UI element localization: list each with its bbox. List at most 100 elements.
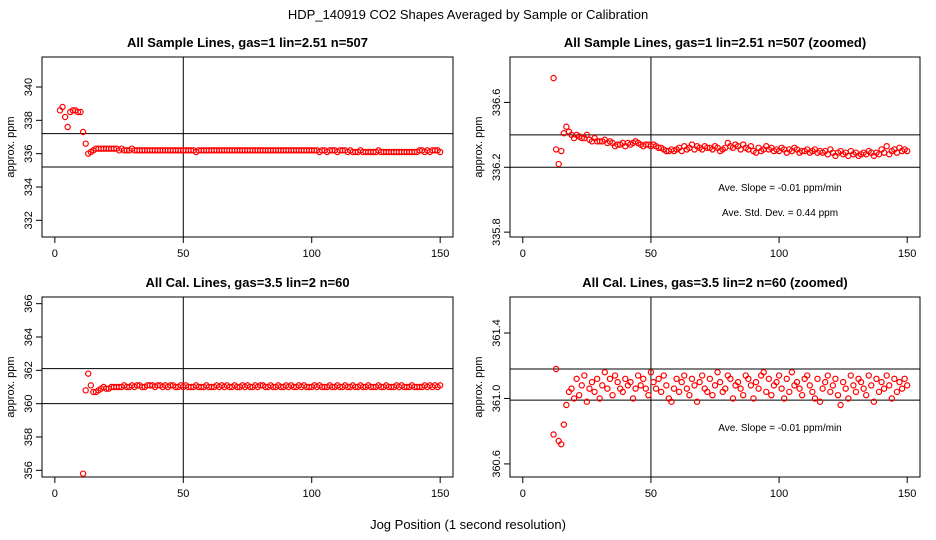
data-point	[591, 388, 598, 396]
data-point	[675, 388, 683, 396]
panel-4: All Cal. Lines, gas=3.5 lin=2 n=60 (zoom…	[473, 275, 921, 500]
data-point	[860, 385, 867, 392]
data-point	[862, 391, 870, 399]
y-tick-label: 361.4	[491, 319, 503, 347]
y-tick-label: 358	[23, 428, 35, 446]
data-point	[632, 385, 639, 392]
x-tick-label: 0	[52, 248, 58, 260]
x-tick-label: 50	[177, 248, 189, 260]
data-point	[619, 388, 626, 396]
data-point	[593, 375, 601, 383]
x-tick-label: 0	[52, 488, 58, 500]
data-point	[436, 382, 444, 389]
data-point	[798, 391, 806, 399]
data-point	[878, 378, 885, 386]
panel-title: All Sample Lines, gas=1 lin=2.51 n=507	[127, 35, 368, 50]
y-tick-label: 336.2	[491, 154, 503, 182]
data-point	[555, 160, 562, 168]
data-point	[611, 372, 619, 379]
data-point	[747, 382, 755, 389]
data-point	[634, 372, 642, 379]
data-point	[737, 385, 744, 392]
x-tick-label: 0	[520, 248, 526, 260]
data-point	[832, 375, 839, 383]
data-point	[668, 398, 675, 405]
data-point	[563, 401, 570, 409]
x-tick-label: 50	[645, 488, 657, 500]
x-tick-label: 50	[177, 488, 189, 500]
data-point	[552, 146, 560, 153]
data-point	[583, 131, 591, 139]
data-point	[663, 382, 670, 389]
x-tick-label: 100	[303, 488, 321, 500]
data-point	[714, 369, 721, 376]
data-point	[793, 378, 801, 386]
data-point	[698, 372, 706, 379]
data-point	[660, 372, 667, 379]
data-point	[79, 470, 87, 477]
y-tick-label: 364	[23, 328, 35, 346]
data-point	[552, 365, 560, 373]
y-tick-label: 340	[23, 78, 35, 96]
main-title: HDP_140919 CO2 Shapes Averaged by Sample…	[288, 7, 648, 22]
data-point	[688, 375, 696, 383]
data-point	[655, 375, 662, 383]
data-point	[573, 375, 580, 383]
data-point	[809, 388, 816, 396]
data-point	[891, 375, 898, 383]
data-point	[581, 372, 588, 379]
x-tick-label: 150	[431, 248, 449, 260]
y-tick-label: 356	[23, 461, 35, 479]
y-tick-label: 362	[23, 361, 35, 379]
x-tick-label: 150	[431, 488, 449, 500]
data-point	[773, 378, 780, 386]
data-point	[763, 388, 770, 396]
data-point	[716, 378, 724, 386]
data-point	[873, 375, 880, 383]
data-point	[683, 385, 691, 392]
data-point	[865, 372, 872, 379]
data-point	[627, 378, 634, 386]
data-point	[903, 382, 911, 389]
data-point	[637, 382, 644, 389]
x-tick-label: 100	[770, 488, 788, 500]
x-tick-label: 150	[898, 248, 916, 260]
data-point	[883, 142, 890, 150]
data-point	[570, 395, 578, 402]
y-tick-label: 361.0	[491, 385, 503, 413]
x-tick-label: 150	[898, 488, 916, 500]
data-point	[786, 388, 793, 396]
data-point	[755, 385, 762, 392]
data-point	[436, 148, 444, 156]
data-point	[601, 369, 609, 376]
data-point	[880, 385, 888, 392]
data-point	[647, 369, 655, 376]
data-point	[711, 382, 719, 389]
data-point	[550, 431, 557, 438]
data-point	[804, 372, 811, 379]
data-point	[704, 388, 711, 396]
data-point	[568, 385, 575, 392]
data-point	[614, 378, 621, 386]
data-point	[806, 382, 814, 389]
data-point	[903, 147, 911, 155]
data-point	[604, 385, 611, 392]
data-point	[888, 395, 896, 402]
data-point	[586, 385, 593, 392]
data-point	[578, 134, 585, 142]
data-point	[778, 385, 785, 392]
data-point	[550, 74, 557, 82]
data-point	[61, 113, 69, 121]
data-point	[816, 398, 824, 405]
data-point	[750, 395, 757, 402]
data-point	[886, 382, 893, 389]
panel-1: All Sample Lines, gas=1 lin=2.51 n=507 0 5…	[5, 35, 454, 260]
data-point	[829, 382, 837, 389]
data-point	[752, 378, 760, 386]
data-point	[609, 391, 616, 399]
data-point	[606, 375, 614, 383]
data-point	[645, 391, 652, 399]
data-point	[765, 375, 773, 383]
data-point	[780, 395, 788, 402]
